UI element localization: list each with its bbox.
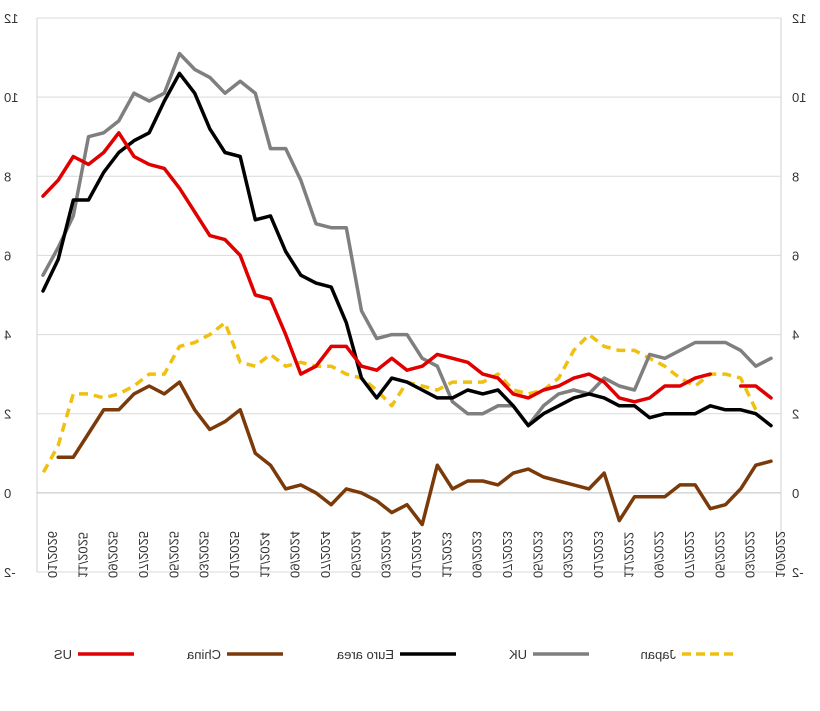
y-tick-label-left: 10 [4, 90, 18, 105]
series-us [41, 131, 773, 404]
y-tick-label-right: 6 [792, 248, 799, 263]
y-tick-label-left: 12 [4, 11, 18, 26]
series-line [41, 131, 713, 404]
x-tick-label: 01/2026 [45, 531, 60, 578]
series-line [56, 380, 773, 527]
legend-label: Euro area [336, 647, 394, 662]
x-tick-label: 05/2024 [348, 531, 363, 578]
x-tick-label: 03/2025 [197, 531, 212, 578]
y-tick-label-left: 4 [4, 328, 11, 343]
legend-item-uk: UK [509, 647, 589, 662]
y-tick-label-left: 8 [4, 169, 11, 184]
x-tick-label: 03/2023 [561, 531, 576, 578]
series-line [41, 320, 758, 474]
x-tick-label: 05/2022 [712, 531, 727, 578]
legend-label: US [54, 647, 72, 662]
x-tick-label: 09/2025 [106, 531, 121, 578]
x-axis-tick-labels: 10/2022 03/2022 05/2022 07/2022 09/2022 11/20… [45, 531, 788, 578]
y-axis-right: 12 10 8 6 4 2 0 -2 [792, 11, 806, 580]
x-tick-label: 03/2022 [743, 531, 758, 578]
y-tick-label-left: 0 [4, 486, 11, 501]
x-tick-label: 09/2023 [470, 531, 485, 578]
y-tick-label-right: 12 [792, 11, 806, 26]
y-tick-label-left: 2 [4, 407, 11, 422]
y-tick-label-right: 4 [792, 328, 799, 343]
y-tick-label-left: -2 [4, 565, 16, 580]
x-tick-label: 05/2025 [166, 531, 181, 578]
x-tick-label: 07/2024 [318, 531, 333, 578]
x-tick-label: 01/2024 [409, 531, 424, 578]
series-lines [41, 51, 773, 527]
x-tick-label: 11/2025 [75, 532, 90, 578]
series-china [56, 380, 773, 527]
gridlines [36, 17, 782, 573]
y-tick-label-right: 8 [792, 169, 799, 184]
legend-item-us: US [54, 647, 134, 662]
x-tick-label: 07/2023 [500, 531, 515, 578]
x-tick-label: 09/2024 [288, 531, 303, 578]
x-tick-label: 07/2022 [682, 531, 697, 578]
x-tick-label: 05/2023 [530, 531, 545, 578]
x-tick-label: 11/2023 [439, 532, 454, 578]
legend-label: Japan [641, 647, 676, 662]
x-tick-label: 07/2025 [136, 531, 151, 578]
y-tick-label-right: 10 [792, 90, 806, 105]
series-euro-area [41, 71, 773, 428]
y-tick-label-left: 6 [4, 248, 11, 263]
x-tick-label: 11/2022 [621, 532, 636, 578]
legend-item-euro-area: Euro area [336, 647, 456, 662]
legend-item-japan: Japan [641, 647, 738, 662]
y-tick-label-right: 2 [792, 407, 799, 422]
legend: US China Euro area UK Japan [54, 647, 738, 662]
y-tick-label-right: -2 [792, 565, 804, 580]
x-tick-label: 11/2024 [257, 532, 272, 578]
legend-label: China [186, 647, 221, 662]
x-tick-label: 03/2024 [379, 531, 394, 578]
y-tick-label-right: 0 [792, 486, 799, 501]
x-tick-label: 09/2022 [652, 531, 667, 578]
series-line [738, 384, 773, 400]
legend-item-china: China [186, 647, 283, 662]
x-tick-label: 01/2025 [227, 531, 242, 578]
x-tick-label: 10/2022 [773, 531, 788, 578]
x-tick-label: 01/2023 [591, 531, 606, 578]
y-axis-left: 12 10 8 6 4 2 0 -2 [4, 11, 18, 580]
legend-label: UK [509, 647, 527, 662]
